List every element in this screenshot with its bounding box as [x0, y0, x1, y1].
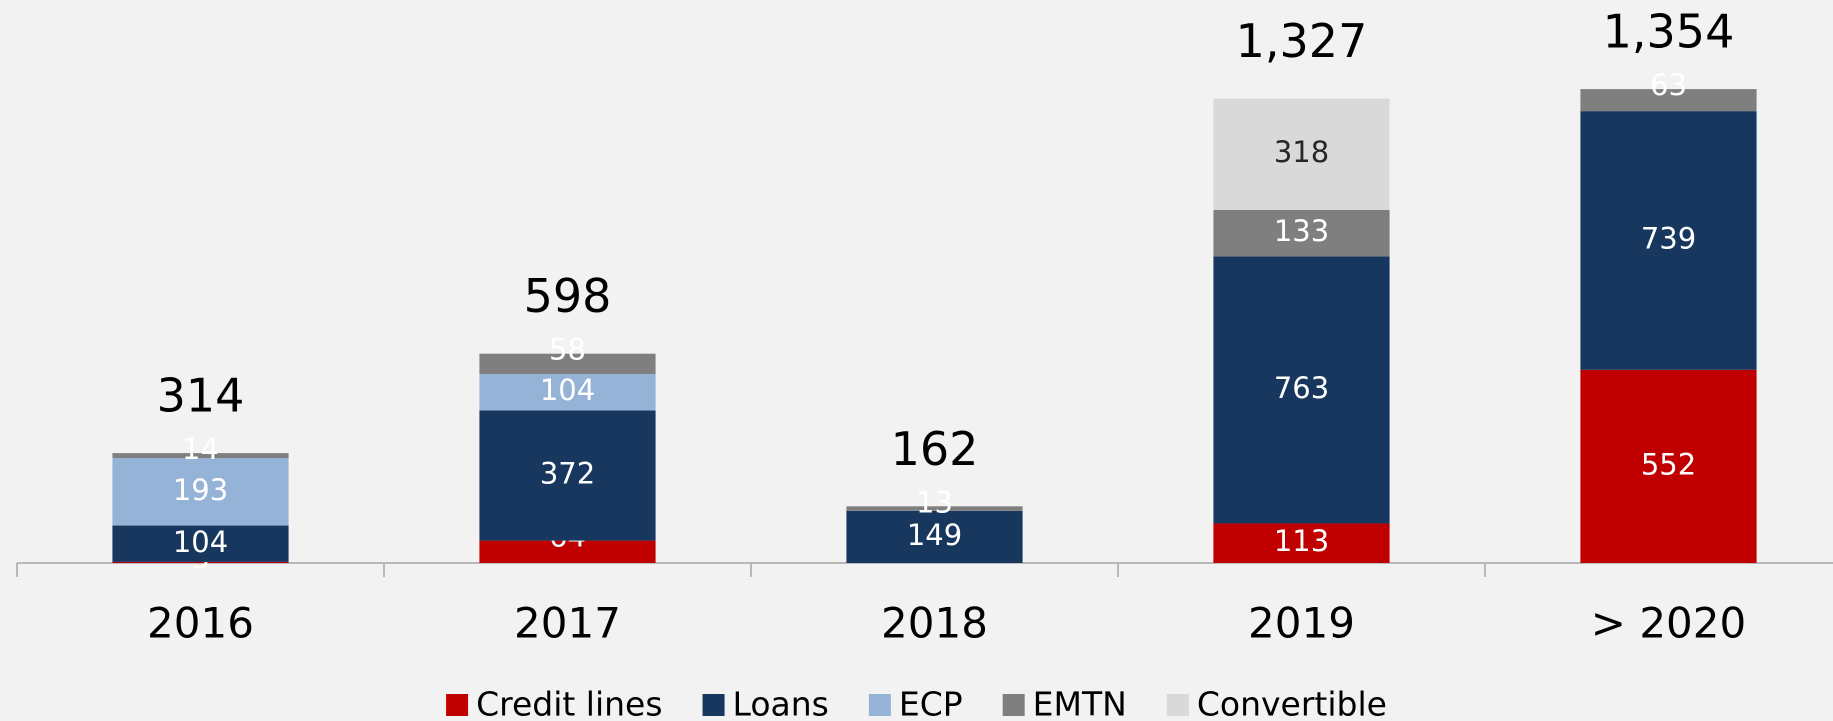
bar-segment: [1213, 209, 1390, 257]
data-label: 763: [1274, 371, 1329, 405]
x-tick-label: > 2020: [1591, 599, 1746, 648]
bar-segment: [1213, 523, 1390, 563]
data-label: 14: [182, 432, 219, 466]
data-label: 13: [916, 485, 953, 519]
data-label: 552: [1641, 447, 1696, 481]
bar-segment: [112, 453, 289, 458]
data-label: 193: [173, 473, 228, 507]
data-label: 318: [1274, 135, 1329, 169]
bar-segment: [1213, 256, 1390, 524]
total-label: 314: [157, 369, 245, 423]
bar-segment: [479, 540, 656, 563]
bar-segment: [1580, 89, 1757, 112]
legend-label: Credit lines: [476, 685, 662, 721]
total-label: 598: [524, 269, 612, 323]
data-label: 104: [540, 373, 595, 407]
data-label: 63: [1650, 68, 1687, 102]
data-label: 58: [549, 333, 586, 367]
legend-label: Convertible: [1197, 685, 1387, 721]
bar-segment: [846, 510, 1023, 563]
bar-segment: [479, 353, 656, 374]
bar-segment: [479, 410, 656, 541]
bar-segment: [479, 374, 656, 411]
bar-segment: [112, 458, 289, 526]
data-label: 133: [1274, 214, 1329, 248]
bar-segment: [1213, 98, 1390, 210]
bar-segment: [112, 561, 289, 563]
data-label: 149: [907, 518, 962, 552]
data-label: 113: [1274, 524, 1329, 558]
data-label: 739: [1641, 221, 1696, 255]
legend-swatch: [1002, 694, 1025, 716]
bar-segment: [846, 506, 1023, 511]
legend-swatch: [868, 694, 891, 716]
bar-segment: [1580, 111, 1757, 370]
legend-swatch: [446, 694, 469, 716]
legend-swatch: [702, 694, 725, 716]
x-tick-label: 2017: [514, 599, 621, 648]
bar-segment: [112, 525, 289, 562]
total-label: 1,327: [1236, 14, 1368, 68]
total-label: 162: [891, 422, 979, 476]
data-label: 104: [173, 525, 228, 559]
x-tick-label: 2016: [147, 599, 254, 648]
bar-segment: [1580, 369, 1757, 563]
x-tick-label: 2018: [881, 599, 988, 648]
total-label: 1,354: [1603, 5, 1735, 59]
legend-label: ECP: [899, 685, 963, 721]
legend-swatch: [1166, 694, 1189, 716]
data-label: 372: [540, 457, 595, 491]
x-tick-label: 2019: [1248, 599, 1355, 648]
legend-label: Loans: [733, 685, 829, 721]
legend-label: EMTN: [1033, 685, 1127, 721]
